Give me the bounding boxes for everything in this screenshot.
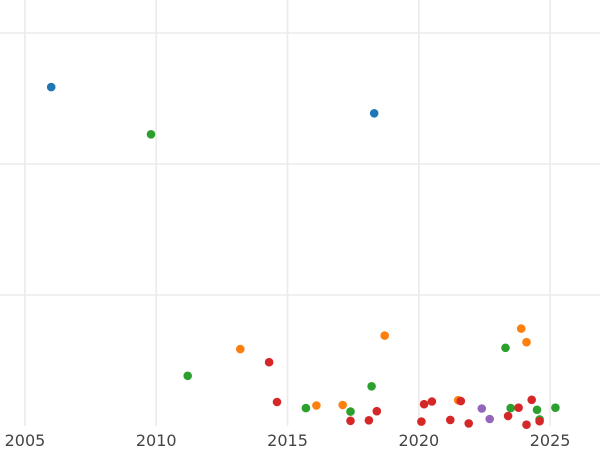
x-axis-ticks: 2005 2010 2015 2020 2025	[5, 431, 571, 450]
data-point-green	[146, 130, 156, 139]
data-point-orange	[380, 331, 390, 340]
data-point-purple	[477, 404, 487, 413]
data-point-green	[532, 405, 542, 415]
data-point-green	[367, 382, 376, 391]
data-point-orange	[516, 324, 526, 333]
data-point-red	[535, 416, 544, 426]
data-point-green	[346, 407, 355, 416]
data-point-orange	[312, 401, 321, 410]
data-point-green	[301, 403, 311, 413]
data-point-orange	[338, 400, 348, 410]
data-point-orange	[522, 337, 531, 347]
data-point-green	[183, 371, 192, 381]
data-point-green	[506, 403, 515, 413]
data-point-red	[522, 420, 531, 430]
data-point-blue	[46, 82, 56, 92]
grid	[0, 0, 600, 426]
data-point-red	[464, 419, 474, 428]
data-point-red	[419, 399, 429, 409]
data-point-red	[514, 403, 523, 413]
data-point-red	[372, 406, 382, 416]
data-point-red	[417, 417, 426, 426]
data-point-green	[501, 343, 510, 353]
data-point-red	[446, 415, 455, 425]
x-tick-label: 2010	[136, 431, 177, 450]
data-point-red	[427, 397, 437, 406]
data-points	[46, 82, 560, 430]
data-point-orange	[236, 344, 245, 354]
data-point-red	[264, 357, 274, 367]
data-point-red	[527, 395, 536, 405]
data-point-red	[346, 416, 355, 426]
data-point-blue	[369, 109, 379, 118]
data-point-red	[456, 396, 466, 406]
x-tick-label: 2005	[5, 431, 46, 450]
x-tick-label: 2025	[530, 431, 571, 450]
x-tick-label: 2015	[267, 431, 308, 450]
x-tick-label: 2020	[398, 431, 439, 450]
data-point-red	[503, 411, 513, 421]
data-point-green	[551, 403, 560, 413]
data-point-purple	[485, 414, 495, 424]
data-point-red	[364, 416, 374, 425]
data-point-red	[272, 397, 282, 407]
